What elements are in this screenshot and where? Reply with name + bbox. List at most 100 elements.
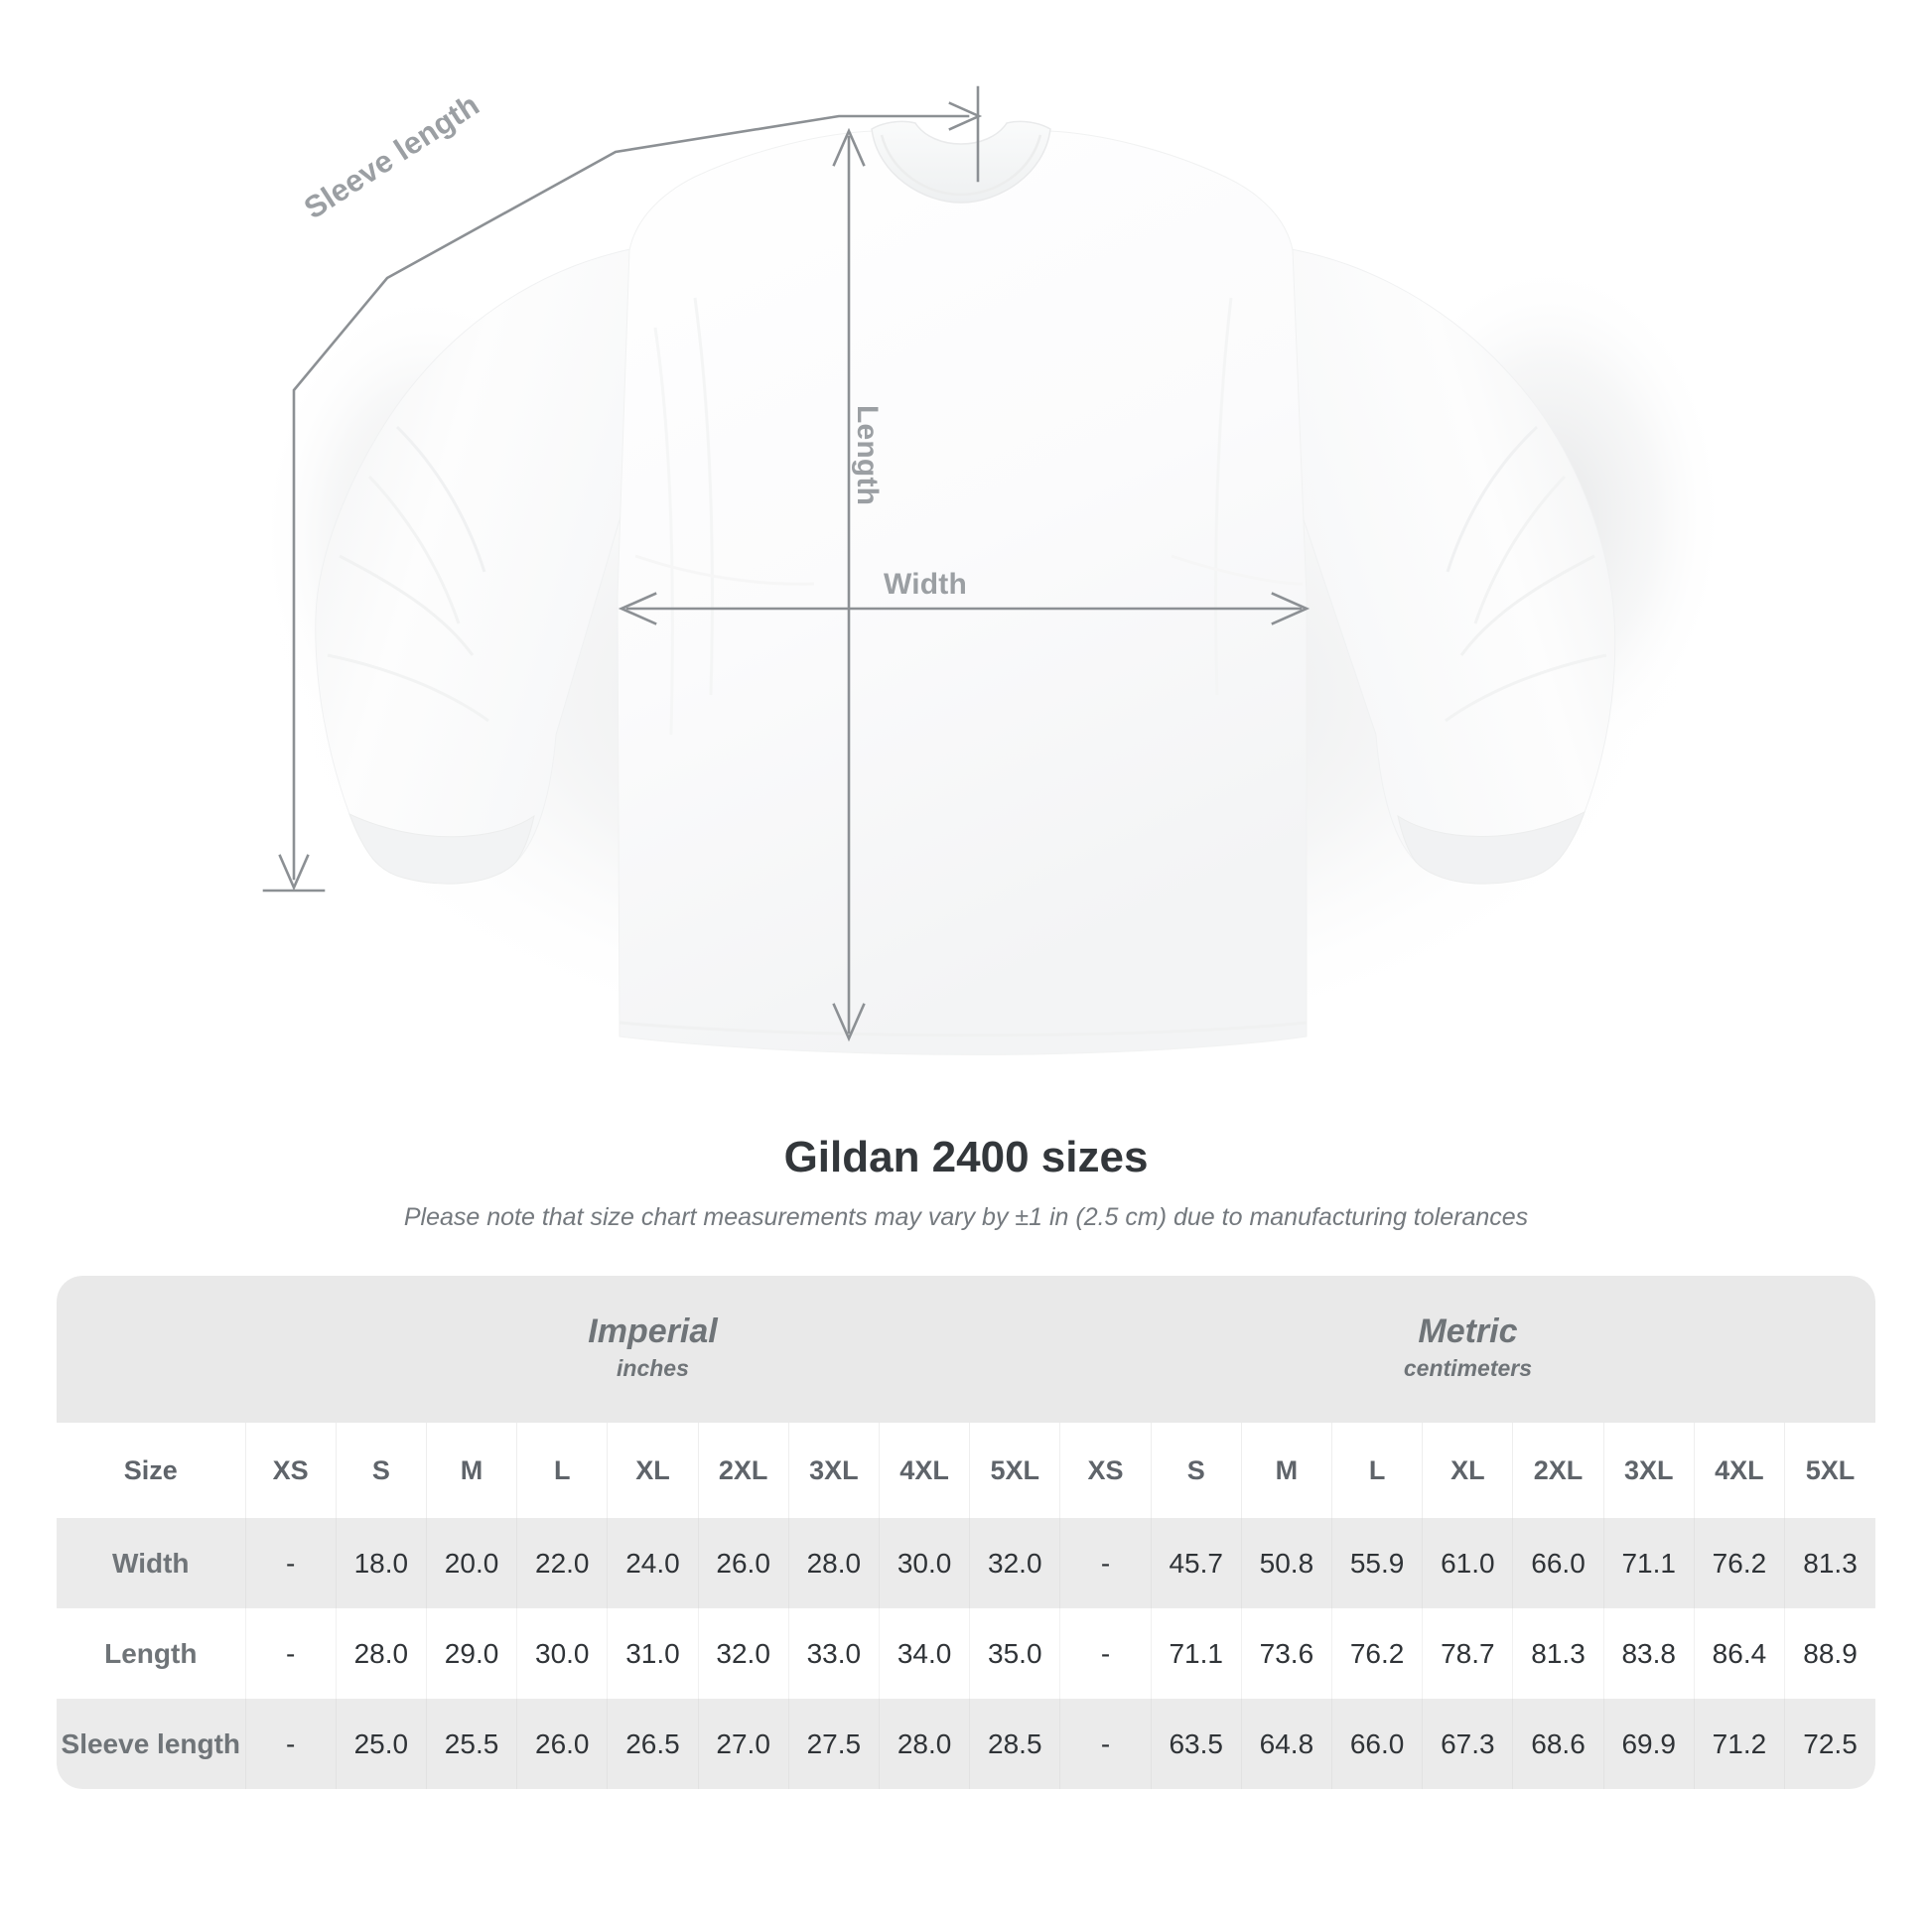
cell-imperial-xl: 26.5 <box>607 1699 699 1789</box>
cell-metric-m: 50.8 <box>1240 1518 1332 1608</box>
size-header-imperial-m: M <box>425 1423 517 1518</box>
cell-imperial-l: 30.0 <box>516 1608 608 1699</box>
measurement-lines <box>262 85 1311 1042</box>
cell-imperial-5xl: 32.0 <box>969 1518 1060 1608</box>
sleeve-length-dimension <box>262 85 983 893</box>
cell-metric-2xl: 66.0 <box>1512 1518 1604 1608</box>
right-sleeve <box>1285 247 1616 885</box>
cell-imperial-l: 26.0 <box>516 1699 608 1789</box>
row-header: Sleeve length <box>57 1699 246 1789</box>
size-header-metric-l: L <box>1331 1423 1423 1518</box>
cell-metric-s: 45.7 <box>1150 1518 1242 1608</box>
size-header-metric-m: M <box>1240 1423 1332 1518</box>
size-header-label: Size <box>57 1423 246 1518</box>
size-chart-body: Width -18.0 20.0 22.0 24.0 26.0 28.0 30.0 32.0-4… <box>57 1518 1875 1789</box>
size-header-imperial-3xl: 3XL <box>787 1423 880 1518</box>
size-chart-container: Imperial inches Metric centimeters Size … <box>57 1276 1875 1789</box>
cell-metric-3xl: 69.9 <box>1602 1699 1695 1789</box>
cell-metric-l: 66.0 <box>1331 1699 1423 1789</box>
width-label: Width <box>884 568 968 601</box>
size-chart-table: Imperial inches Metric centimeters Size … <box>57 1276 1875 1789</box>
cell-imperial-m: 20.0 <box>425 1518 517 1608</box>
cell-imperial-5xl: 28.5 <box>969 1699 1060 1789</box>
cell-imperial-m: 29.0 <box>425 1608 517 1699</box>
row-header: Width <box>57 1518 246 1608</box>
cell-imperial-3xl: 28.0 <box>787 1518 880 1608</box>
cell-metric-3xl: 71.1 <box>1602 1518 1695 1608</box>
size-header-row: Size XS S M L XL 2XL 3XL 4XL 5XL XS S M L XL 2XL 3XL 4XL… <box>57 1423 1875 1518</box>
size-header-metric-5xl: 5XL <box>1784 1423 1875 1518</box>
size-header-metric-xs: XS <box>1059 1423 1152 1518</box>
table-row: Length -28.0 29.0 30.0 31.0 32.0 33.0 34.0 35.0-… <box>57 1608 1875 1699</box>
cell-metric-xs: - <box>1059 1699 1152 1789</box>
cell-metric-xs: - <box>1059 1608 1152 1699</box>
unit-group-metric-name: Metric <box>1418 1312 1518 1351</box>
unit-group-metric: Metric centimeters <box>1059 1276 1875 1423</box>
cell-imperial-s: 28.0 <box>335 1608 427 1699</box>
cell-metric-2xl: 81.3 <box>1512 1608 1604 1699</box>
cell-imperial-5xl: 35.0 <box>969 1608 1060 1699</box>
cell-imperial-xs: - <box>244 1699 337 1789</box>
length-dimension <box>832 127 866 1042</box>
title-block: Gildan 2400 sizes Please note that size … <box>0 1132 1932 1232</box>
unit-group-imperial-name: Imperial <box>588 1312 718 1351</box>
cell-metric-l: 55.9 <box>1331 1518 1423 1608</box>
unit-group-imperial: Imperial inches <box>245 1276 1060 1423</box>
cell-imperial-s: 25.0 <box>335 1699 427 1789</box>
cell-metric-4xl: 76.2 <box>1693 1518 1785 1608</box>
size-header-imperial-s: S <box>335 1423 427 1518</box>
cell-metric-s: 63.5 <box>1150 1699 1242 1789</box>
cell-metric-5xl: 81.3 <box>1784 1518 1875 1608</box>
cell-imperial-4xl: 34.0 <box>878 1608 970 1699</box>
shirt-body <box>617 130 1308 1055</box>
cell-metric-m: 73.6 <box>1240 1608 1332 1699</box>
cell-metric-4xl: 71.2 <box>1693 1699 1785 1789</box>
cell-imperial-xs: - <box>244 1518 337 1608</box>
unit-group-imperial-sub: inches <box>617 1355 689 1382</box>
cell-metric-xs: - <box>1059 1518 1152 1608</box>
cell-imperial-4xl: 28.0 <box>878 1699 970 1789</box>
cell-metric-l: 76.2 <box>1331 1608 1423 1699</box>
cell-metric-4xl: 86.4 <box>1693 1608 1785 1699</box>
cell-metric-5xl: 72.5 <box>1784 1699 1875 1789</box>
cell-imperial-2xl: 26.0 <box>697 1518 789 1608</box>
cell-metric-3xl: 83.8 <box>1602 1608 1695 1699</box>
cell-imperial-3xl: 33.0 <box>787 1608 880 1699</box>
page-title: Gildan 2400 sizes <box>783 1133 1149 1181</box>
cell-imperial-xs: - <box>244 1608 337 1699</box>
cell-metric-2xl: 68.6 <box>1512 1699 1604 1789</box>
tshirt-drawing-svg <box>258 85 1727 1072</box>
size-header-imperial-l: L <box>516 1423 608 1518</box>
cell-metric-m: 64.8 <box>1240 1699 1332 1789</box>
size-header-metric-xl: XL <box>1422 1423 1513 1518</box>
table-row: Sleeve length -25.0 25.5 26.0 26.5 27.0 27.5 28… <box>57 1699 1875 1789</box>
cell-imperial-xl: 24.0 <box>607 1518 699 1608</box>
left-sleeve <box>315 247 636 885</box>
cell-imperial-m: 25.5 <box>425 1699 517 1789</box>
cell-metric-xl: 78.7 <box>1422 1608 1513 1699</box>
cell-imperial-4xl: 30.0 <box>878 1518 970 1608</box>
size-header-imperial-4xl: 4XL <box>878 1423 970 1518</box>
size-header-metric-4xl: 4XL <box>1693 1423 1785 1518</box>
cell-imperial-xl: 31.0 <box>607 1608 699 1699</box>
unit-group-spacer <box>57 1276 246 1423</box>
size-header-imperial-2xl: 2XL <box>697 1423 789 1518</box>
cell-imperial-2xl: 27.0 <box>697 1699 789 1789</box>
cell-metric-xl: 61.0 <box>1422 1518 1513 1608</box>
size-header-imperial-xs: XS <box>244 1423 337 1518</box>
cell-metric-5xl: 88.9 <box>1784 1608 1875 1699</box>
cell-imperial-l: 22.0 <box>516 1518 608 1608</box>
size-header-metric-3xl: 3XL <box>1602 1423 1695 1518</box>
cell-imperial-s: 18.0 <box>335 1518 427 1608</box>
cell-imperial-3xl: 27.5 <box>787 1699 880 1789</box>
size-header-metric-2xl: 2XL <box>1512 1423 1604 1518</box>
table-row: Width -18.0 20.0 22.0 24.0 26.0 28.0 30.0 32.0-4… <box>57 1518 1875 1608</box>
unit-group-metric-sub: centimeters <box>1403 1355 1533 1382</box>
unit-group-row: Imperial inches Metric centimeters <box>57 1276 1875 1423</box>
cell-metric-s: 71.1 <box>1150 1608 1242 1699</box>
cell-metric-xl: 67.3 <box>1422 1699 1513 1789</box>
length-label: Length <box>851 405 884 506</box>
size-header-imperial-xl: XL <box>607 1423 699 1518</box>
cell-imperial-2xl: 32.0 <box>697 1608 789 1699</box>
size-header-metric-s: S <box>1150 1423 1242 1518</box>
